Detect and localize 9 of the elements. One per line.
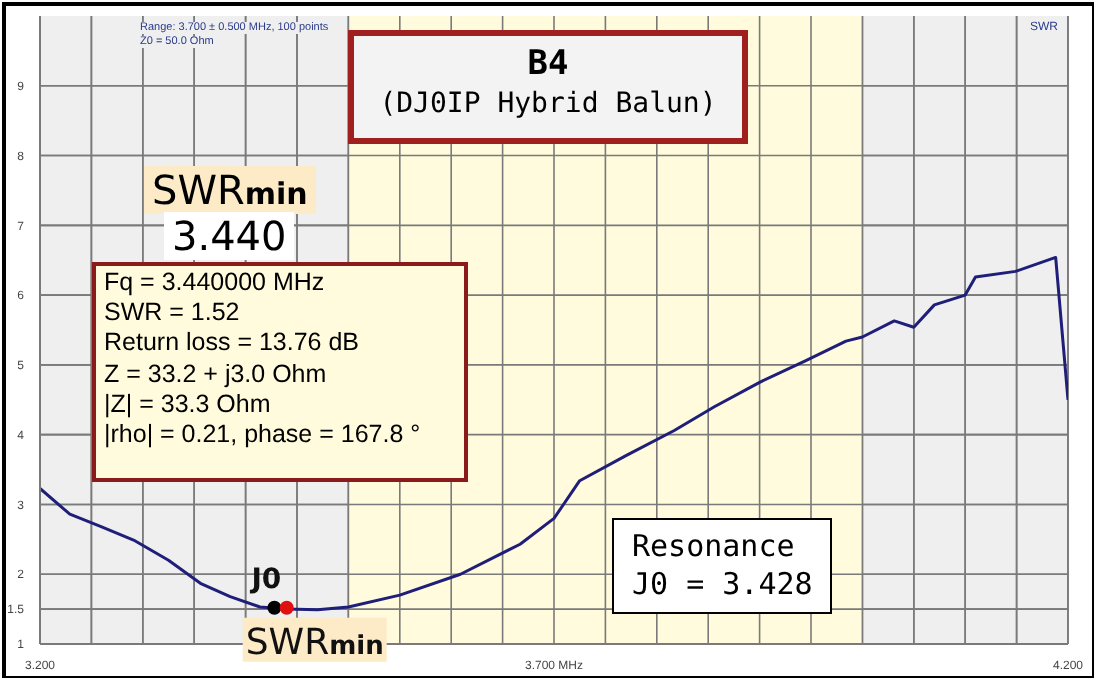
annotation: SWRmin — [245, 621, 384, 664]
annotation: Fq = 3.440000 MHz SWR = 1.52 Return loss = 13.76 dB Z = 33.2 + j3.0 Ohm |Z| = 33.3 Ohm |rho| = 0.21, phase = 167.8 ° — [104, 268, 421, 449]
line-series — [40, 255, 1068, 612]
text: (DJ0IP Hybrid Balun) — [379, 88, 717, 120]
annotation: 3.440 — [172, 212, 287, 260]
annotation: Resonance J0 = 3.428 — [632, 528, 813, 602]
text: B4 — [527, 44, 569, 84]
annotation: SWRmin — [152, 166, 308, 214]
annotation: J0 — [249, 563, 282, 596]
